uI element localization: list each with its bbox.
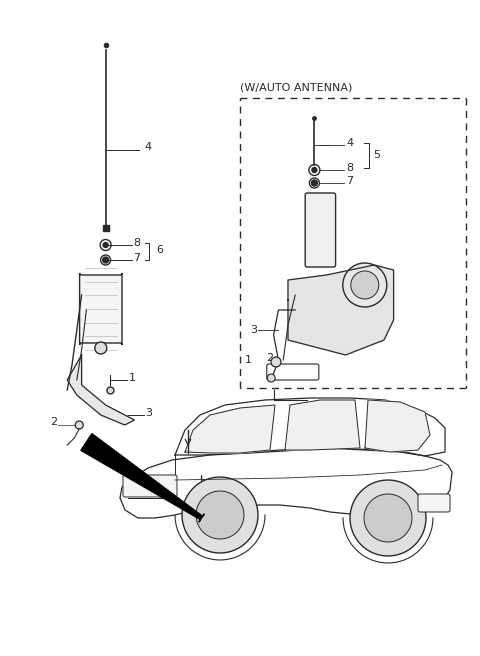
Polygon shape	[185, 405, 275, 453]
Circle shape	[271, 357, 281, 367]
Polygon shape	[350, 480, 426, 556]
Text: 7: 7	[133, 253, 141, 263]
FancyBboxPatch shape	[123, 475, 177, 497]
Text: 4: 4	[347, 138, 354, 148]
Polygon shape	[285, 400, 360, 450]
Circle shape	[312, 180, 317, 186]
Circle shape	[312, 167, 317, 173]
FancyBboxPatch shape	[80, 273, 122, 345]
Circle shape	[343, 263, 387, 307]
Text: 8: 8	[347, 163, 354, 173]
Polygon shape	[288, 265, 394, 355]
Text: 5: 5	[373, 150, 381, 160]
Polygon shape	[196, 491, 244, 539]
Text: 7: 7	[347, 176, 354, 186]
Text: 6: 6	[156, 245, 163, 255]
Circle shape	[267, 374, 275, 382]
Circle shape	[95, 342, 107, 354]
Polygon shape	[182, 477, 258, 553]
Text: 3: 3	[145, 408, 153, 418]
Text: (W/AUTO ANTENNA): (W/AUTO ANTENNA)	[240, 83, 352, 93]
Text: 1: 1	[129, 373, 136, 383]
Polygon shape	[365, 400, 430, 452]
FancyBboxPatch shape	[305, 193, 336, 267]
Polygon shape	[81, 434, 204, 522]
Text: 2: 2	[266, 353, 274, 363]
Circle shape	[351, 271, 379, 299]
FancyBboxPatch shape	[267, 364, 319, 380]
Polygon shape	[364, 494, 412, 542]
Text: 4: 4	[144, 142, 151, 152]
Text: 1: 1	[245, 355, 252, 365]
Polygon shape	[175, 398, 445, 456]
Text: 8: 8	[133, 238, 141, 248]
Circle shape	[75, 421, 83, 429]
FancyBboxPatch shape	[418, 494, 450, 512]
Text: 2: 2	[50, 417, 58, 427]
Circle shape	[103, 243, 108, 247]
Text: 3: 3	[250, 325, 257, 335]
Circle shape	[103, 257, 108, 263]
Polygon shape	[67, 355, 134, 425]
Polygon shape	[120, 448, 452, 518]
